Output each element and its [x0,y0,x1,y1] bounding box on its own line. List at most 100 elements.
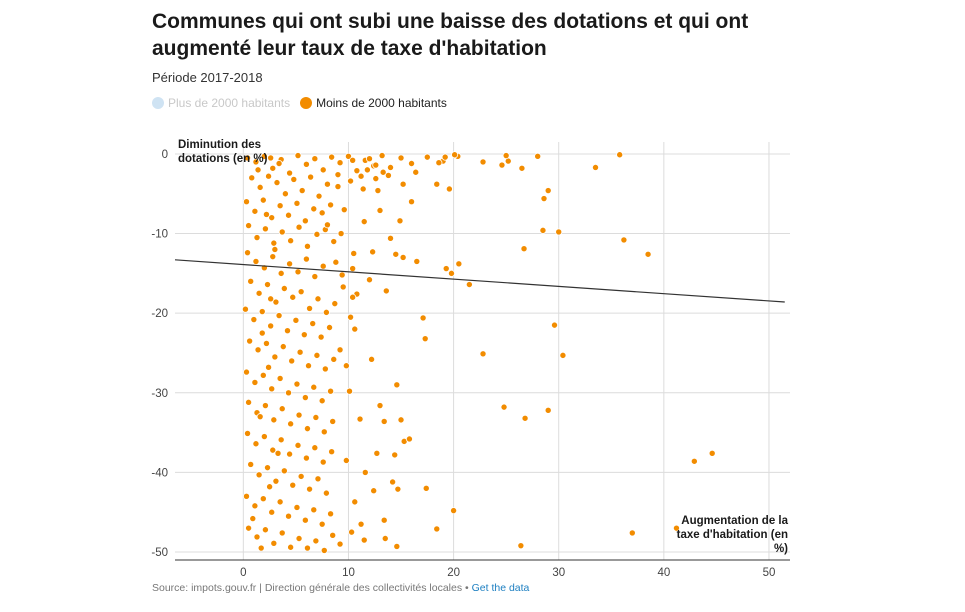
data-point [270,539,278,547]
data-point [248,174,256,182]
data-point [387,163,395,171]
legend-item-plus-2000[interactable]: Plus de 2000 habitants [152,96,290,110]
data-point [318,209,326,217]
data-point [551,321,559,329]
data-point [555,228,563,236]
data-point [517,542,525,550]
data-point [365,276,373,284]
data-point [278,228,286,236]
data-point [327,510,335,518]
data-point [672,524,680,532]
data-point [370,487,378,495]
data-point [518,164,526,172]
data-point [442,265,450,273]
data-point [285,211,293,219]
source-note: Source: impots.gouv.fr | Direction génér… [152,582,529,594]
data-point [374,187,382,195]
y-axis-label: Diminution des [178,139,261,151]
data-point [289,481,297,489]
data-point [293,503,301,511]
data-point [280,467,288,475]
data-point [336,346,344,354]
data-point [297,288,305,296]
data-point [241,305,249,313]
data-point [251,378,259,386]
data-point [435,159,443,167]
data-point [287,420,295,428]
data-point [387,234,395,242]
x-tick-label: 40 [657,567,670,579]
data-point [252,158,260,166]
x-tick-label: 30 [552,567,565,579]
data-point [319,458,327,466]
data-point [295,535,303,543]
data-point [276,498,284,506]
data-point [318,397,326,405]
x-axis-label: Augmentation de la [681,515,788,527]
get-data-link[interactable]: Get the data [471,582,530,594]
data-point [399,253,407,261]
data-point [303,425,311,433]
chart-subtitle: Période 2017-2018 [152,70,263,85]
data-point [285,389,293,397]
data-point [544,187,552,195]
data-point [265,363,273,371]
data-point [253,234,261,242]
data-point [317,333,325,341]
data-point [331,300,339,308]
data-point [296,348,304,356]
data-point [353,167,361,175]
data-point [368,355,376,363]
data-point [307,173,315,181]
data-point [412,168,420,176]
data-point [262,339,270,347]
data-point [328,448,336,456]
data-point [302,160,310,168]
data-point [360,218,368,226]
x-tick-label: 0 [240,567,246,579]
data-point [267,322,275,330]
data-point [268,508,276,516]
data-point [242,368,250,376]
data-point [258,329,266,337]
data-point [351,498,359,506]
data-point [286,169,294,177]
data-point [389,478,397,486]
data-point [312,537,320,545]
x-tick-label: 20 [447,567,460,579]
data-point [465,281,473,289]
data-point [244,249,252,257]
data-point [251,207,259,215]
legend: Plus de 2000 habitants Moins de 2000 hab… [152,96,447,110]
legend-label: Plus de 2000 habitants [168,96,291,110]
data-point [266,483,274,491]
y-tick-label: 0 [162,149,168,161]
data-point [305,362,313,370]
data-point [423,153,431,161]
data-point [253,533,261,541]
data-point [270,239,278,247]
data-point [275,312,283,320]
data-point [344,152,352,160]
data-point [521,414,529,422]
data-point [264,281,272,289]
data-point [261,225,269,233]
data-point [396,217,404,225]
data-point [254,346,262,354]
data-point [323,221,331,229]
data-point [384,171,392,179]
data-point [421,335,429,343]
data-point [294,441,302,449]
data-point [413,257,421,265]
legend-label: Moins de 2000 habitants [316,96,447,110]
data-point [252,440,260,448]
data-point [278,405,286,413]
legend-item-moins-2000[interactable]: Moins de 2000 habitants [300,96,447,110]
data-point [314,295,322,303]
data-point [372,175,380,183]
data-point [451,151,459,159]
data-point [261,526,269,534]
data-point [303,544,311,552]
y-axis-label-line-2: dotations (en %) [178,153,268,165]
